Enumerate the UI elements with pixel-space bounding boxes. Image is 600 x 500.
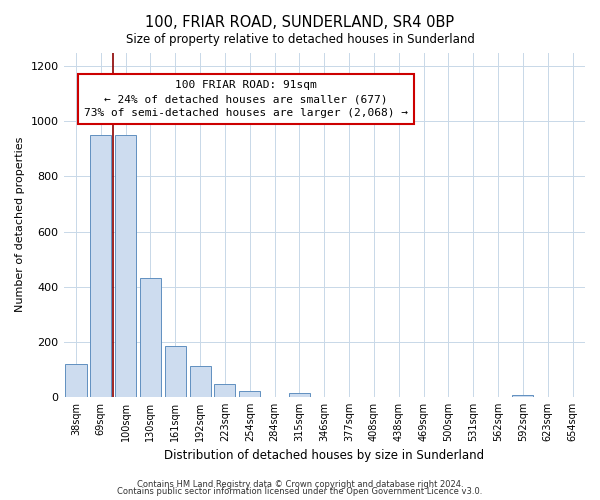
Bar <box>239 392 260 397</box>
Text: 100 FRIAR ROAD: 91sqm
← 24% of detached houses are smaller (677)
73% of semi-det: 100 FRIAR ROAD: 91sqm ← 24% of detached … <box>84 80 408 118</box>
Bar <box>289 393 310 397</box>
Text: Contains HM Land Registry data © Crown copyright and database right 2024.: Contains HM Land Registry data © Crown c… <box>137 480 463 489</box>
X-axis label: Distribution of detached houses by size in Sunderland: Distribution of detached houses by size … <box>164 450 484 462</box>
Bar <box>190 366 211 397</box>
Bar <box>115 135 136 397</box>
Bar <box>90 135 112 397</box>
Bar <box>140 278 161 397</box>
Text: 100, FRIAR ROAD, SUNDERLAND, SR4 0BP: 100, FRIAR ROAD, SUNDERLAND, SR4 0BP <box>145 15 455 30</box>
Bar <box>512 394 533 397</box>
Bar <box>214 384 235 397</box>
Bar <box>65 364 86 397</box>
Bar <box>165 346 186 397</box>
Y-axis label: Number of detached properties: Number of detached properties <box>15 137 25 312</box>
Text: Contains public sector information licensed under the Open Government Licence v3: Contains public sector information licen… <box>118 487 482 496</box>
Text: Size of property relative to detached houses in Sunderland: Size of property relative to detached ho… <box>125 32 475 46</box>
